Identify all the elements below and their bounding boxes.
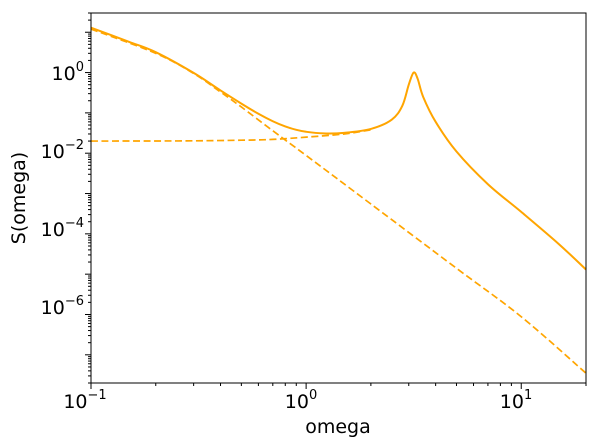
x-axis-label: omega	[305, 416, 371, 438]
series-line-1	[90, 28, 587, 374]
series-group	[90, 26, 587, 374]
y-tick-label-2: 10−4	[41, 216, 84, 241]
y-axis-label: S(omega)	[8, 152, 30, 244]
series-line-2	[90, 128, 372, 142]
major-ticks	[85, 31, 522, 389]
plot-area	[91, 13, 586, 383]
x-tick-label-2: 101	[500, 388, 532, 413]
x-tick-label-1: 100	[285, 388, 317, 413]
y-tick-label-3: 10−6	[41, 294, 84, 319]
x-tick-label-0: 10−1	[63, 388, 106, 413]
y-tick-label-1: 10−2	[41, 138, 84, 163]
y-tick-label-0: 100	[52, 60, 84, 85]
plot-frame	[90, 12, 587, 384]
